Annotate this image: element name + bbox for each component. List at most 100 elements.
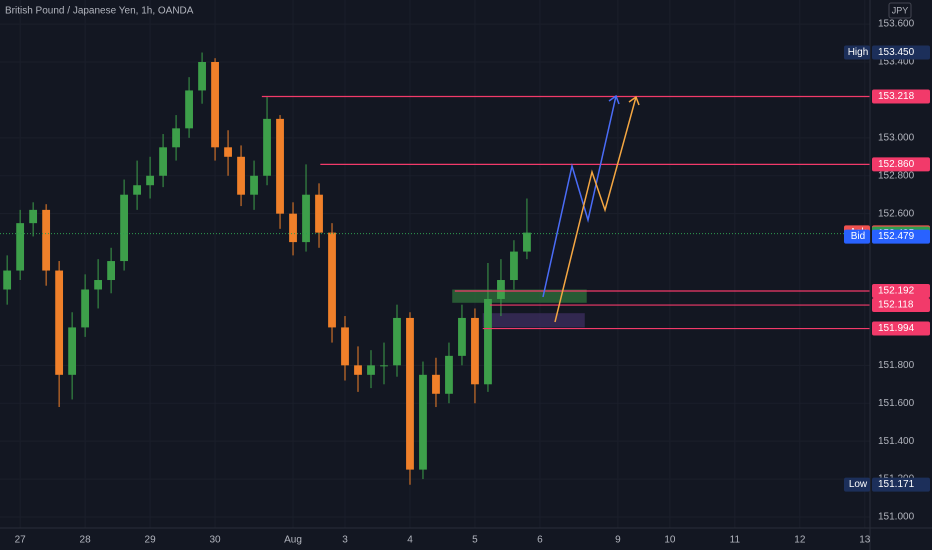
x-tick-label: Aug xyxy=(284,535,302,546)
currency-box xyxy=(888,2,912,19)
level-label-box xyxy=(872,284,930,299)
x-tick-label: 5 xyxy=(472,535,478,546)
candle-body xyxy=(42,209,51,271)
candle-body xyxy=(341,327,349,366)
zone xyxy=(482,313,585,328)
x-tick-label: 28 xyxy=(80,535,92,546)
x-tick-label: 27 xyxy=(15,535,27,546)
grid xyxy=(0,0,870,528)
marker-name: High xyxy=(848,47,869,58)
y-tick-label: 153.600 xyxy=(878,19,915,30)
levels xyxy=(0,95,870,330)
candle-body xyxy=(302,194,310,243)
x-tick-label: 10 xyxy=(664,535,676,546)
axes: 153.600 153.400 153.000 152.800 152.600 151.8… xyxy=(15,19,915,546)
x-tick-label: 12 xyxy=(794,535,806,546)
level-label: 152.118 xyxy=(878,300,914,311)
candle-body xyxy=(510,251,518,281)
projection-arrows xyxy=(542,94,640,323)
candle-body xyxy=(380,365,388,367)
candle-body xyxy=(367,365,375,375)
y-tick-label: 152.600 xyxy=(878,208,915,219)
orange-arrow xyxy=(554,96,637,323)
marker-box xyxy=(872,45,930,60)
candles xyxy=(3,52,531,485)
candle-body xyxy=(263,118,271,176)
y-tick-label: 151.400 xyxy=(878,436,915,447)
candle-body xyxy=(172,128,180,148)
level-label-box xyxy=(872,321,930,336)
candle-body xyxy=(16,223,25,271)
level-label-box xyxy=(872,298,930,313)
candle-body xyxy=(523,232,531,252)
x-tick-label: 3 xyxy=(342,535,348,546)
marker-name: Bid xyxy=(851,231,865,242)
candle-body xyxy=(198,61,206,91)
marker-label: 152.479 xyxy=(878,231,915,242)
level-label-box xyxy=(872,89,930,104)
candle-body xyxy=(328,232,336,328)
candle-body xyxy=(185,90,193,129)
candle-body xyxy=(289,213,297,243)
level-label: 152.192 xyxy=(878,286,915,297)
candle-body xyxy=(81,289,90,328)
candle-body xyxy=(211,61,219,148)
candle-body xyxy=(406,317,414,470)
candle-body xyxy=(419,374,427,470)
chart-title: British Pound / Japanese Yen, 1h, OANDA xyxy=(5,6,194,17)
marker-label: 151.171 xyxy=(878,479,915,490)
y-tick-label: 151.600 xyxy=(878,398,915,409)
candle-body xyxy=(133,185,141,195)
y-tick-label: 152.800 xyxy=(878,170,915,181)
marker-name-box xyxy=(844,229,870,244)
x-tick-label: 9 xyxy=(615,535,621,546)
candle-body xyxy=(94,280,103,290)
candle-body xyxy=(276,118,284,214)
candle-body xyxy=(146,175,154,186)
marker-box xyxy=(872,229,930,244)
marker-name-box xyxy=(844,477,870,492)
x-tick-label: 11 xyxy=(730,535,741,546)
candle-body xyxy=(237,156,245,195)
candle-body xyxy=(354,365,362,375)
x-tick-label: 6 xyxy=(537,535,543,546)
y-tick-label: 151.800 xyxy=(878,360,915,371)
candle-body xyxy=(471,317,479,385)
candle-body xyxy=(29,209,38,224)
candle-body xyxy=(250,175,258,195)
level-label: 151.994 xyxy=(878,323,915,334)
currency: JPY xyxy=(892,5,909,15)
y-tick-label: 153.400 xyxy=(878,57,915,68)
candle-body xyxy=(224,147,232,157)
level-label: 153.218 xyxy=(878,91,915,102)
candle-body xyxy=(55,270,64,375)
candle-body xyxy=(432,374,440,394)
marker-label: 153.450 xyxy=(878,47,915,58)
candle-body xyxy=(159,147,167,176)
marker-name-box xyxy=(844,45,870,60)
marker-name: Low xyxy=(849,479,868,490)
x-tick-label: 13 xyxy=(859,535,871,546)
y-tick-label: 151.000 xyxy=(878,512,915,523)
candle-body xyxy=(458,317,466,356)
candle-body xyxy=(315,194,323,233)
level-label: 152.860 xyxy=(878,159,915,170)
candle-body xyxy=(445,355,453,394)
candle-body xyxy=(120,194,128,262)
candle-body xyxy=(497,280,505,299)
blue-arrow xyxy=(542,95,617,298)
candle-body xyxy=(68,327,77,375)
level-label-box xyxy=(872,157,930,172)
candle-body xyxy=(107,261,116,281)
candle-body xyxy=(393,317,401,366)
x-tick-label: 29 xyxy=(145,535,157,546)
x-tick-label: 30 xyxy=(210,535,222,546)
price-markers: 153.218 152.860 152.192 152.118 151.994 High 1… xyxy=(844,45,930,492)
candle-body xyxy=(484,298,492,385)
marker-box xyxy=(872,477,930,492)
blue-arrow-head xyxy=(608,94,620,105)
y-tick-label: 153.000 xyxy=(878,132,915,143)
